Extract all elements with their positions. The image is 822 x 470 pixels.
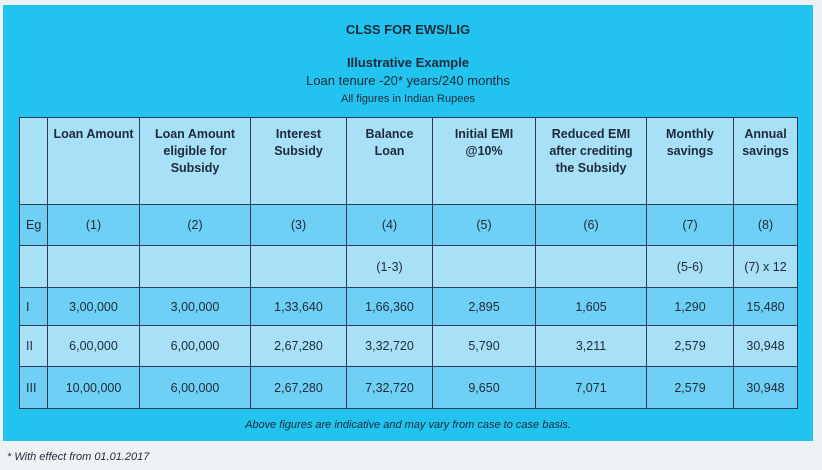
reduced-emi-cell: 3,211	[535, 325, 647, 367]
loan-tenure-text: Loan tenure -20* years/240 months	[306, 73, 510, 88]
initial-emi-cell: 9,650	[432, 366, 536, 409]
eg-label: Eg	[19, 204, 48, 246]
table-row: II 6,00,000 6,00,000 2,67,280 3,32,720 5…	[19, 325, 798, 367]
column-number: (6)	[535, 204, 647, 246]
header-cell-blank	[19, 117, 48, 205]
column-number: (8)	[733, 204, 798, 246]
formula-cell: (1-3)	[346, 245, 433, 288]
clss-panel: CLSS FOR EWS/LIG Illustrative Example Lo…	[3, 5, 813, 441]
monthly-savings-cell: 1,290	[646, 287, 734, 326]
disclaimer-text: Above figures are indicative and may var…	[245, 419, 571, 431]
header-row: Loan Amount Loan Amount eligible for Sub…	[19, 117, 798, 205]
illustrative-table: Loan Amount Loan Amount eligible for Sub…	[19, 117, 798, 409]
header-eligible-amount: Loan Amount eligible for Subsidy	[139, 117, 251, 205]
subtitle: Illustrative Example	[346, 55, 470, 70]
formula-row: (1-3) (5-6) (7) x 12	[19, 245, 798, 288]
column-number: (4)	[346, 204, 433, 246]
initial-emi-cell: 2,895	[432, 287, 536, 326]
loan-amount-cell: 6,00,000	[47, 325, 140, 367]
reduced-emi-cell: 1,605	[535, 287, 647, 326]
interest-subsidy-cell: 1,33,640	[250, 287, 347, 326]
page-title: CLSS FOR EWS/LIG	[345, 22, 471, 37]
eligible-amount-cell: 6,00,000	[139, 366, 251, 409]
balance-loan-cell: 7,32,720	[346, 366, 433, 409]
annual-savings-cell: 30,948	[733, 366, 798, 409]
formula-cell	[432, 245, 536, 288]
column-number: (2)	[139, 204, 251, 246]
formula-cell: (5-6)	[646, 245, 734, 288]
header-monthly-savings: Monthly savings	[646, 117, 734, 205]
eligible-amount-cell: 3,00,000	[139, 287, 251, 326]
loan-amount-cell: 10,00,000	[47, 366, 140, 409]
header-reduced-emi: Reduced EMI after crediting the Subsidy	[535, 117, 647, 205]
annual-savings-cell: 15,480	[733, 287, 798, 326]
row-label: I	[19, 287, 48, 326]
units-note: All figures in Indian Rupees	[341, 93, 475, 105]
monthly-savings-cell: 2,579	[646, 366, 734, 409]
column-number: (3)	[250, 204, 347, 246]
row-label: II	[19, 325, 48, 367]
interest-subsidy-cell: 2,67,280	[250, 325, 347, 367]
column-number: (1)	[47, 204, 140, 246]
header-interest-subsidy: Interest Subsidy	[250, 117, 347, 205]
formula-cell	[139, 245, 251, 288]
formula-cell	[19, 245, 48, 288]
footnote-text: * With effect from 01.01.2017	[7, 451, 150, 463]
initial-emi-cell: 5,790	[432, 325, 536, 367]
column-number-row: Eg (1) (2) (3) (4) (5) (6) (7) (8)	[19, 204, 798, 246]
formula-cell	[47, 245, 140, 288]
balance-loan-cell: 1,66,360	[346, 287, 433, 326]
column-number: (7)	[646, 204, 734, 246]
loan-amount-cell: 3,00,000	[47, 287, 140, 326]
column-number: (5)	[432, 204, 536, 246]
annual-savings-cell: 30,948	[733, 325, 798, 367]
formula-cell: (7) x 12	[733, 245, 798, 288]
table-row: I 3,00,000 3,00,000 1,33,640 1,66,360 2,…	[19, 287, 798, 326]
reduced-emi-cell: 7,071	[535, 366, 647, 409]
row-label: III	[19, 366, 48, 409]
header-annual-savings: Annual savings	[733, 117, 798, 205]
eligible-amount-cell: 6,00,000	[139, 325, 251, 367]
header-balance-loan: Balance Loan	[346, 117, 433, 205]
header-initial-emi: Initial EMI @10%	[432, 117, 536, 205]
table-row: III 10,00,000 6,00,000 2,67,280 7,32,720…	[19, 366, 798, 409]
formula-cell	[535, 245, 647, 288]
interest-subsidy-cell: 2,67,280	[250, 366, 347, 409]
monthly-savings-cell: 2,579	[646, 325, 734, 367]
header-loan-amount: Loan Amount	[47, 117, 140, 205]
formula-cell	[250, 245, 347, 288]
balance-loan-cell: 3,32,720	[346, 325, 433, 367]
